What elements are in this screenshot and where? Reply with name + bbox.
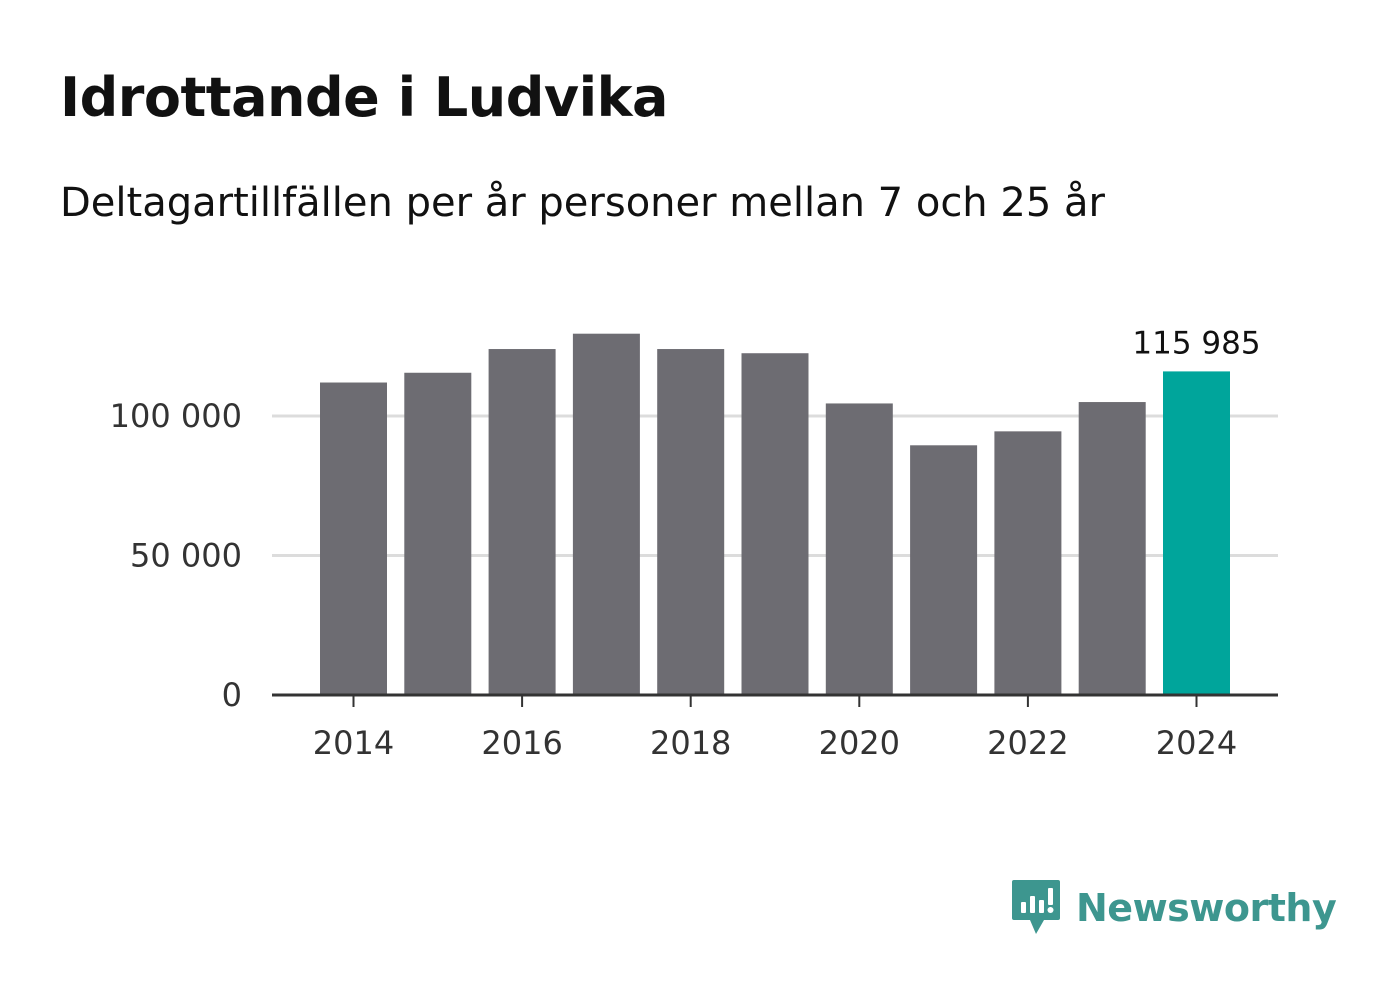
x-tick-label: 2020	[819, 724, 900, 762]
bar-2024	[1163, 371, 1230, 695]
chart-title: Idrottande i Ludvika	[60, 66, 668, 129]
bar-2021	[910, 445, 978, 695]
bar-2015	[404, 372, 472, 695]
bar-2017	[572, 333, 640, 695]
y-tick-label: 50 000	[130, 537, 242, 575]
bar-2022	[994, 431, 1062, 695]
brand-name: Newsworthy	[1076, 886, 1337, 930]
x-axis	[272, 693, 1278, 707]
newsworthy-logo-icon	[1012, 880, 1060, 934]
x-tick-label: 2024	[1156, 724, 1237, 762]
x-tick-label: 2018	[650, 724, 731, 762]
bar-2019	[741, 353, 809, 695]
x-tick-label: 2014	[313, 724, 394, 762]
bar-2018	[657, 349, 725, 695]
chart-subtitle: Deltagartillfällen per år personer mella…	[60, 180, 1105, 226]
bars	[320, 333, 1230, 695]
x-tick-label: 2016	[481, 724, 562, 762]
highlight-value-label: 115 985	[1132, 325, 1260, 361]
bar-2020	[825, 403, 893, 695]
bar-2014	[320, 382, 387, 695]
y-tick-label: 100 000	[110, 397, 242, 435]
newsworthy-brand: Newsworthy	[1010, 878, 1337, 938]
bar-2016	[488, 349, 556, 695]
labels: 0 50 000 100 000 115 985 2014 2016 2018 2020 202…	[110, 325, 1261, 762]
x-tick-label: 2022	[987, 724, 1068, 762]
bar-2023	[1078, 402, 1146, 695]
y-tick-label: 0	[222, 676, 242, 714]
